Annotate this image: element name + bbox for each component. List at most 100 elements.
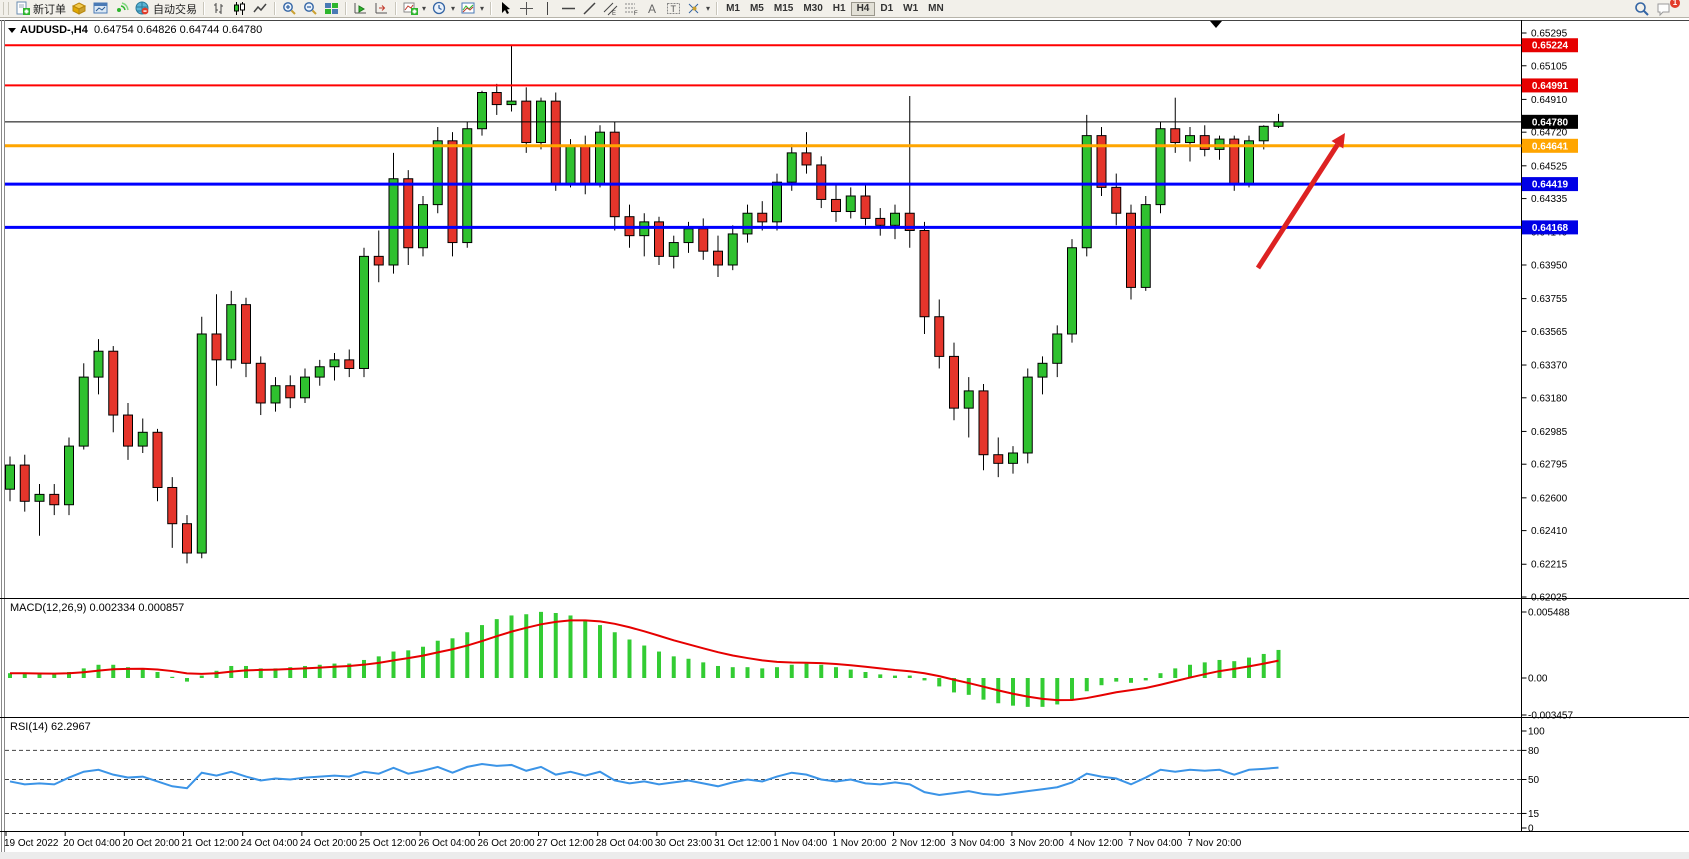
rsi-indicator-label: RSI(14) 62.2967	[10, 721, 91, 733]
horizontal-line-icon	[562, 7, 576, 10]
tab-timeframe-mn[interactable]: MN	[928, 2, 944, 14]
svg-text:2 Nov 12:00: 2 Nov 12:00	[892, 838, 946, 849]
tab-timeframe-m30[interactable]: M30	[803, 2, 823, 14]
tile-windows-icon	[325, 3, 338, 14]
cursor-tool-button[interactable]	[495, 1, 516, 16]
shapes-dropdown-arrow: ▾	[706, 4, 711, 13]
svg-text:25 Oct 12:00: 25 Oct 12:00	[359, 838, 417, 849]
chart-window-button[interactable]	[90, 1, 111, 16]
svg-text:0.62600: 0.62600	[1531, 493, 1568, 504]
crosshair-icon	[520, 2, 534, 15]
new-order-button[interactable]: 新订单	[12, 1, 69, 16]
periods-dropdown-arrow: ▾	[451, 4, 456, 13]
text-label-tool-button[interactable]: T	[663, 1, 684, 16]
svg-text:0.65295: 0.65295	[1531, 29, 1568, 40]
tile-windows-button[interactable]	[321, 1, 342, 16]
search-icon	[1635, 1, 1649, 16]
autotrade-button[interactable]: 自动交易	[132, 1, 200, 16]
svg-text:0.64335: 0.64335	[1531, 194, 1568, 205]
tab-timeframe-h1[interactable]: H1	[832, 2, 846, 14]
svg-text:0.63565: 0.63565	[1531, 327, 1568, 338]
chart-symbol-label: AUDUSD-,H4	[20, 24, 88, 36]
indicators-dropdown-arrow: ▾	[422, 4, 427, 13]
svg-text:27 Oct 12:00: 27 Oct 12:00	[537, 838, 595, 849]
svg-text:1 Nov 20:00: 1 Nov 20:00	[832, 838, 886, 849]
chart-ohlc-values: 0.64754 0.64826 0.64744 0.64780	[93, 24, 263, 36]
svg-text:0.62985: 0.62985	[1531, 427, 1568, 438]
svg-text:0: 0	[1528, 824, 1534, 835]
horizontal-line-tool-button[interactable]	[558, 1, 579, 16]
svg-text:0.65105: 0.65105	[1531, 61, 1568, 72]
line-chart-type-button[interactable]	[250, 1, 271, 16]
chart-title: AUDUSD-,H4 0.64754 0.64826 0.64744 0.647…	[8, 24, 262, 36]
svg-text:A: A	[648, 2, 656, 16]
periods-button[interactable]: ▾	[429, 1, 458, 16]
svg-text:26 Oct 20:00: 26 Oct 20:00	[477, 838, 535, 849]
signal-button[interactable]	[111, 1, 132, 16]
svg-text:26 Oct 04:00: 26 Oct 04:00	[418, 838, 476, 849]
text-tool-button[interactable]: A	[642, 1, 663, 16]
macd-values: 0.002334 0.000857	[89, 602, 185, 614]
templates-dropdown-arrow: ▾	[480, 4, 485, 13]
tab-timeframe-d1[interactable]: D1	[880, 2, 894, 14]
candle-chart-type-button[interactable]	[229, 1, 250, 16]
crosshair-tool-button[interactable]	[516, 1, 537, 16]
trendline-tool-button[interactable]	[579, 1, 600, 16]
svg-text:28 Oct 04:00: 28 Oct 04:00	[596, 838, 654, 849]
svg-text:7 Nov 04:00: 7 Nov 04:00	[1128, 838, 1182, 849]
svg-text:7 Nov 20:00: 7 Nov 20:00	[1187, 838, 1241, 849]
toolbar-separator	[490, 2, 493, 15]
toolbar-separator	[395, 2, 397, 15]
notification-count-badge: 1	[1670, 0, 1680, 8]
candlesticks	[5, 45, 1284, 564]
svg-text:0.62410: 0.62410	[1531, 526, 1568, 537]
svg-text:0.64168: 0.64168	[1532, 223, 1569, 234]
toolbar-separator	[345, 2, 347, 15]
signal-icon	[117, 2, 129, 12]
bar-chart-type-button[interactable]	[208, 1, 229, 16]
zoom-out-button[interactable]	[300, 1, 321, 16]
line-chart-type-icon	[253, 3, 267, 13]
market-watch-button[interactable]	[69, 1, 90, 16]
search-button[interactable]	[1631, 1, 1653, 16]
svg-text:30 Oct 23:00: 30 Oct 23:00	[655, 838, 713, 849]
rsi-value: 62.2967	[50, 721, 91, 733]
vertical-line-tool-button[interactable]	[537, 1, 558, 16]
tab-timeframe-m15[interactable]: M15	[773, 2, 794, 14]
macd-indicator-label: MACD(12,26,9) 0.002334 0.000857	[10, 602, 184, 614]
periods-icon	[432, 1, 446, 15]
notifications-button[interactable]: 1	[1653, 0, 1680, 16]
chart-shift-button[interactable]	[371, 1, 392, 16]
svg-text:100: 100	[1528, 727, 1545, 738]
vertical-line-icon	[547, 2, 549, 15]
toolbar-grip[interactable]	[3, 2, 9, 15]
svg-text:0.62025: 0.62025	[1531, 593, 1568, 604]
svg-text:0.63180: 0.63180	[1531, 393, 1568, 404]
indicators-button[interactable]: ▾	[400, 1, 429, 16]
fibonacci-tool-button[interactable]: F	[621, 1, 642, 16]
svg-text:0.63755: 0.63755	[1531, 294, 1568, 305]
svg-text:0.64419: 0.64419	[1532, 180, 1569, 191]
tab-timeframe-m1[interactable]: M1	[726, 2, 740, 14]
tab-timeframe-w1[interactable]: W1	[903, 2, 919, 14]
auto-scroll-icon	[354, 3, 366, 14]
zoom-in-button[interactable]	[279, 1, 300, 16]
svg-text:0.00: 0.00	[1528, 674, 1548, 685]
tab-timeframe-h4[interactable]: H4	[850, 1, 876, 16]
text-tool-icon: A	[648, 2, 656, 16]
collapse-icon[interactable]	[8, 28, 16, 33]
shapes-tool-button[interactable]: ▾	[684, 1, 713, 16]
tab-timeframe-m5[interactable]: M5	[749, 2, 764, 14]
chart-shift-icon	[375, 3, 387, 14]
zoom-in-icon	[283, 2, 296, 15]
svg-text:1 Nov 04:00: 1 Nov 04:00	[773, 838, 827, 849]
templates-button[interactable]: ▾	[458, 1, 487, 16]
main-toolbar: 新订单 自动交易	[0, 0, 1689, 18]
channel-tool-button[interactable]: E	[600, 1, 621, 16]
svg-text:0.64720: 0.64720	[1531, 128, 1568, 139]
auto-scroll-button[interactable]	[350, 1, 371, 16]
chart-frame	[0, 20, 1689, 859]
svg-text:0.64910: 0.64910	[1531, 95, 1568, 106]
